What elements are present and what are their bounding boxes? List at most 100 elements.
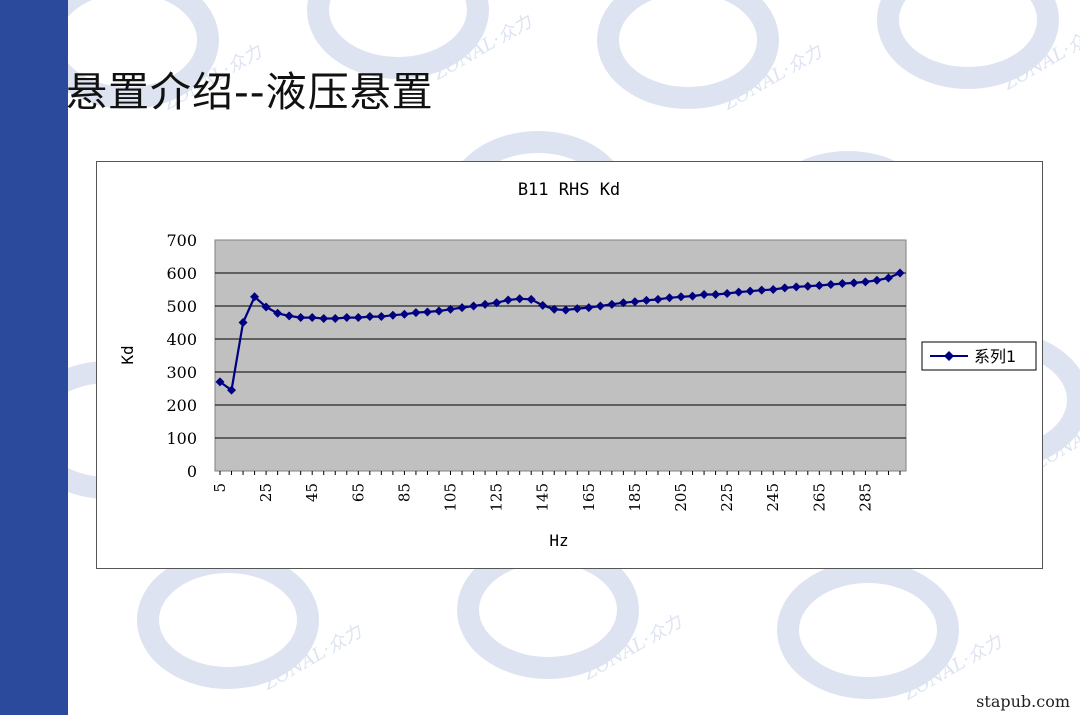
x-axis-tick-labels: 5 25 45 65 85 105 125 145 165 185 205 225 245 265 285 bbox=[211, 471, 901, 512]
data-point bbox=[768, 285, 778, 294]
x-tick-label: 205 bbox=[672, 483, 690, 512]
x-tick-label: 165 bbox=[580, 483, 598, 512]
data-point bbox=[330, 314, 340, 324]
data-point bbox=[515, 294, 525, 304]
data-point bbox=[388, 310, 398, 320]
data-point bbox=[549, 304, 559, 314]
data-point bbox=[273, 308, 283, 318]
footer-credit: stapub.com bbox=[976, 692, 1070, 711]
watermark-logo-ring bbox=[457, 541, 639, 679]
legend: 系列1 bbox=[921, 341, 1037, 371]
data-point bbox=[584, 303, 594, 313]
y-tick-label: 100 bbox=[166, 429, 197, 448]
data-point bbox=[734, 287, 744, 297]
data-point bbox=[296, 313, 306, 323]
data-point bbox=[538, 300, 548, 310]
x-tick-label: 85 bbox=[395, 483, 413, 502]
y-axis-tick-labels: 0 100 200 300 400 500 600 700 bbox=[166, 231, 197, 481]
data-point bbox=[814, 281, 824, 291]
data-point bbox=[849, 278, 859, 288]
data-point bbox=[699, 289, 709, 299]
y-tick-label: 200 bbox=[166, 396, 197, 415]
legend-marker bbox=[944, 351, 954, 361]
data-point bbox=[837, 279, 847, 289]
x-tick-label: 125 bbox=[488, 483, 506, 512]
data-point bbox=[595, 301, 605, 311]
data-point bbox=[688, 291, 698, 301]
legend-label: 系列1 bbox=[974, 347, 1016, 366]
data-point bbox=[607, 299, 617, 309]
x-tick-label: 265 bbox=[810, 483, 828, 512]
data-point bbox=[664, 293, 674, 303]
data-point bbox=[422, 307, 432, 317]
data-point bbox=[434, 306, 444, 316]
y-tick-label: 700 bbox=[166, 231, 197, 250]
watermark-logo-ring bbox=[307, 0, 489, 79]
data-point bbox=[791, 282, 801, 292]
data-point bbox=[457, 303, 467, 313]
data-point bbox=[503, 295, 513, 305]
x-axis-label: Hz bbox=[549, 531, 568, 550]
data-point bbox=[895, 268, 905, 278]
x-tick-label: 25 bbox=[257, 483, 275, 502]
data-point bbox=[860, 277, 870, 287]
data-point bbox=[526, 294, 536, 304]
data-point bbox=[250, 292, 260, 302]
gridlines bbox=[215, 272, 906, 439]
sidebar-accent-bar bbox=[0, 0, 68, 715]
data-point bbox=[641, 295, 651, 305]
data-point bbox=[630, 297, 640, 307]
y-axis-label: Kd bbox=[118, 345, 137, 364]
x-tick-label: 285 bbox=[856, 483, 874, 512]
x-tick-label: 245 bbox=[764, 483, 782, 512]
data-point bbox=[353, 313, 363, 323]
data-point bbox=[215, 377, 225, 387]
watermark-logo-ring bbox=[877, 0, 1059, 89]
line-chart: B11 RHS Kd 0 100 200 300 400 500 600 700 5 25 45 6… bbox=[118, 180, 1037, 550]
chart-frame: B11 RHS Kd 0 100 200 300 400 500 600 700 5 25 45 6… bbox=[96, 161, 1043, 569]
data-point bbox=[883, 273, 893, 283]
watermark-logo-ring bbox=[68, 0, 219, 109]
x-tick-label: 5 bbox=[211, 483, 229, 493]
data-point bbox=[480, 299, 490, 309]
data-point bbox=[469, 301, 479, 311]
data-point bbox=[227, 385, 237, 395]
chart-title: B11 RHS Kd bbox=[518, 180, 620, 200]
watermark-logo-ring bbox=[777, 561, 959, 699]
data-point bbox=[319, 314, 329, 324]
plot-area bbox=[214, 239, 907, 472]
watermark-logo-ring bbox=[137, 551, 319, 689]
data-point bbox=[826, 280, 836, 290]
series-layer bbox=[215, 268, 905, 395]
data-point bbox=[676, 292, 686, 302]
data-point bbox=[492, 298, 502, 308]
data-point bbox=[757, 285, 767, 295]
data-point bbox=[572, 304, 582, 314]
data-point bbox=[411, 308, 421, 318]
data-point bbox=[722, 288, 732, 298]
y-tick-label: 0 bbox=[187, 462, 197, 481]
x-tick-label: 145 bbox=[534, 483, 552, 512]
data-point bbox=[307, 313, 317, 323]
data-point bbox=[561, 305, 571, 315]
data-point bbox=[365, 312, 375, 322]
data-point bbox=[653, 294, 663, 304]
data-point bbox=[238, 318, 248, 327]
y-tick-label: 300 bbox=[166, 363, 197, 382]
data-point bbox=[780, 283, 790, 293]
y-tick-label: 400 bbox=[166, 330, 197, 349]
data-point bbox=[711, 289, 721, 299]
data-point bbox=[376, 312, 386, 322]
x-tick-label: 65 bbox=[349, 483, 367, 502]
x-tick-label: 105 bbox=[442, 483, 460, 512]
data-point bbox=[745, 286, 755, 296]
x-tick-label: 225 bbox=[718, 483, 736, 512]
data-point bbox=[284, 311, 294, 321]
data-point bbox=[342, 313, 352, 323]
data-point bbox=[803, 281, 813, 291]
y-tick-label: 500 bbox=[166, 297, 197, 316]
slide-title: 悬置介绍--液压悬置 bbox=[66, 68, 434, 116]
data-point bbox=[399, 309, 409, 319]
data-point bbox=[261, 302, 271, 312]
data-point bbox=[872, 275, 882, 285]
